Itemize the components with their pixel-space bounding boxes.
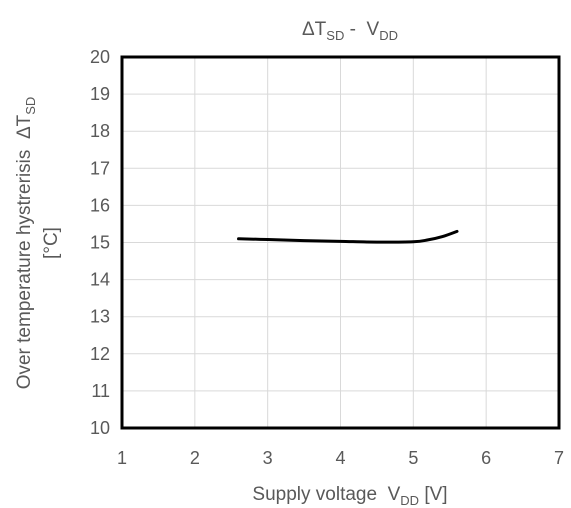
y-tick-label: 12: [90, 344, 110, 364]
chart-title: ΔTSD - VDD: [302, 19, 398, 43]
chart-title-sub: SD: [326, 28, 344, 43]
x-axis-title-sub: DD: [400, 493, 419, 508]
x-tick-label: 1: [117, 448, 127, 468]
y-axis-title: Over temperature hystrerisis ΔTSD [°C]: [14, 97, 62, 390]
x-axis-title: Supply voltage VDD [V]: [252, 484, 447, 508]
chart-title-sep: -: [344, 19, 366, 40]
y-tick-label: 13: [90, 307, 110, 327]
chart-title-main: ΔT: [302, 19, 327, 40]
y-axis-title-line1: Over temperature hystrerisis ΔTSD: [14, 97, 38, 390]
y-tick-label: 18: [90, 121, 110, 141]
chart-title-sub2: DD: [379, 28, 398, 43]
x-axis-title-post: [V]: [419, 484, 448, 505]
x-tick-label: 4: [335, 448, 345, 468]
y-tick-labels: 10 11 12 13 14 15 16 17 18 19 20: [90, 47, 110, 438]
y-tick-label: 20: [90, 47, 110, 67]
y-tick-label: 10: [90, 418, 110, 438]
x-tick-label: 2: [190, 448, 200, 468]
x-tick-label: 3: [263, 448, 273, 468]
x-tick-labels: 1 2 3 4 5 6 7: [117, 448, 564, 468]
y-tick-label: 11: [91, 381, 110, 401]
y-tick-label: 16: [90, 195, 110, 215]
series-layer: [237, 229, 459, 244]
chart-title-main2: V: [367, 19, 380, 40]
plot-area-border: [120, 55, 561, 430]
y-axis-title-line2: [°C]: [41, 227, 62, 259]
y-tick-label: 14: [90, 270, 110, 290]
y-tick-label: 17: [90, 158, 110, 178]
y-axis-title-pre: Over temperature hystrerisis ΔT: [14, 114, 35, 389]
x-tick-label: 6: [481, 448, 491, 468]
y-tick-label: 15: [90, 233, 110, 253]
x-axis-title-pre: Supply voltage V: [252, 484, 400, 505]
y-axis-title-sub: SD: [23, 97, 38, 115]
x-tick-label: 5: [408, 448, 418, 468]
series-line-0: [237, 229, 459, 244]
y-tick-label: 19: [90, 84, 110, 104]
x-tick-label: 7: [554, 448, 564, 468]
